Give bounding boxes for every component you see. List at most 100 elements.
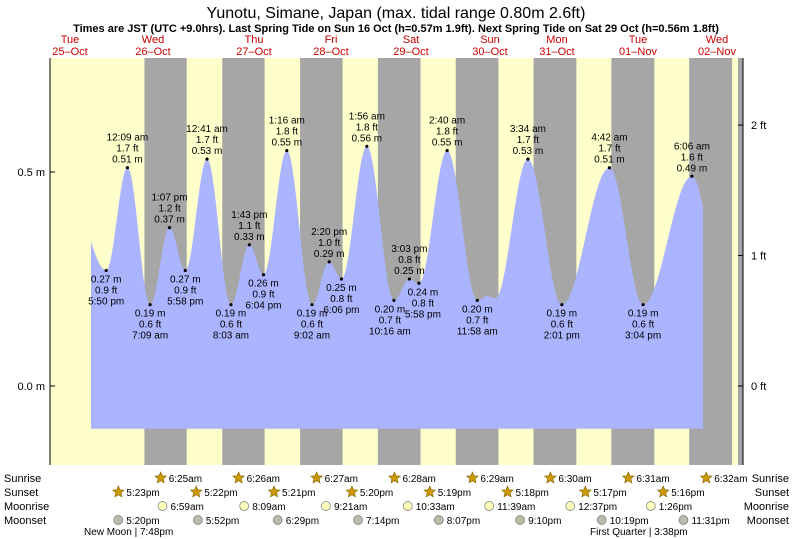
low-tide-m: 0.20 m: [375, 304, 406, 315]
day-header-dow: Tue: [61, 34, 80, 46]
sunrise-time: 6:31am: [636, 474, 669, 485]
high-tide-ft: 1.0 ft: [318, 238, 340, 249]
row-label-left-sunrise: Sunrise: [4, 473, 41, 485]
sunset-icon: [111, 485, 125, 498]
moonrise-icon: [321, 501, 331, 511]
night-band: [738, 58, 743, 465]
day-header-dow: Mon: [546, 34, 567, 46]
high-tide-time: 12:09 am: [107, 133, 149, 144]
extreme-point: [417, 281, 421, 285]
moonrise-time: 11:39am: [497, 502, 535, 513]
high-tide-ft: 1.7 ft: [196, 135, 218, 146]
extreme-point: [392, 298, 396, 302]
sunset-icon: [501, 485, 514, 498]
low-tide-ft: 0.6 ft: [139, 320, 161, 331]
low-tide-ft: 0.8 ft: [412, 298, 434, 309]
day-header-dow: Sat: [403, 34, 420, 46]
extreme-point: [327, 260, 331, 264]
day-header-dow: Wed: [706, 34, 728, 46]
day-header-date: 01–Nov: [619, 46, 657, 58]
sunset-time: 5:23pm: [126, 488, 159, 499]
moonset-time: 8:07pm: [447, 516, 480, 527]
chart-subtitle: Times are JST (UTC +9.0hrs). Last Spring…: [73, 23, 719, 35]
low-tide-ft: 0.9 ft: [174, 285, 196, 296]
sunrise-icon: [154, 471, 168, 484]
high-tide-time: 3:34 am: [510, 124, 546, 135]
sunrise-time: 6:30am: [558, 474, 591, 485]
y-tick-label-right: 0 ft: [751, 381, 766, 393]
low-tide-time: 10:16 am: [369, 326, 411, 337]
moon-phase-label: First Quarter | 3:38pm: [590, 527, 688, 538]
day-header-dow: Fri: [325, 34, 338, 46]
extreme-point: [229, 303, 233, 307]
extreme-point: [247, 243, 251, 247]
low-tide-ft: 0.6 ft: [220, 320, 242, 331]
high-tide-time: 2:20 pm: [311, 227, 347, 238]
extreme-point: [607, 166, 612, 170]
y-tick-label-left: 0.0 m: [17, 381, 45, 393]
low-tide-ft: 0.7 ft: [466, 315, 488, 326]
moonrise-time: 8:09am: [252, 502, 285, 513]
low-tide-m: 0.24 m: [408, 287, 439, 298]
low-tide-time: 7:09 am: [132, 331, 168, 342]
high-tide-time: 3:03 pm: [391, 244, 427, 255]
row-label-right-sunset: Sunset: [755, 487, 789, 499]
high-tide-time: 1:07 pm: [151, 193, 187, 204]
high-tide-ft: 0.8 ft: [398, 255, 420, 266]
extreme-point: [560, 303, 564, 307]
high-tide-time: 4:42 am: [591, 133, 627, 144]
sunrise-icon: [699, 471, 713, 484]
sunset-icon: [423, 485, 437, 498]
day-header-date: 26–Oct: [135, 46, 170, 58]
moonset-time: 10:19pm: [610, 516, 649, 527]
sunset-time: 5:22pm: [204, 488, 237, 499]
extreme-point: [445, 149, 449, 153]
moonset-time: 7:14pm: [366, 516, 399, 527]
low-tide-time: 3:04 pm: [625, 331, 661, 342]
high-tide-time: 12:41 am: [186, 124, 228, 135]
row-label-right-sunrise: Sunrise: [752, 473, 789, 485]
extreme-point: [183, 268, 187, 273]
day-header-date: 28–Oct: [313, 46, 348, 58]
moonset-icon: [515, 515, 525, 525]
extreme-point: [285, 149, 289, 153]
sunrise-time: 6:32am: [714, 474, 747, 485]
row-label-left-moonset: Moonset: [4, 515, 46, 527]
moonrise-icon: [645, 501, 656, 511]
high-tide-m: 0.53 m: [513, 146, 544, 157]
moonset-icon: [678, 515, 689, 525]
extreme-point: [365, 144, 369, 148]
low-tide-time: 5:58 pm: [405, 309, 441, 320]
high-tide-m: 0.51 m: [112, 155, 143, 166]
low-tide-ft: 0.8 ft: [330, 294, 352, 305]
sunset-time: 5:21pm: [282, 488, 315, 499]
day-header-date: 30–Oct: [472, 46, 507, 58]
extreme-point: [125, 166, 130, 170]
low-tide-time: 5:50 pm: [88, 296, 124, 307]
day-header-dow: Tue: [629, 34, 648, 46]
extreme-point: [104, 268, 108, 273]
row-label-right-moonset: Moonset: [747, 515, 789, 527]
low-tide-m: 0.27 m: [170, 274, 201, 285]
extreme-point: [339, 277, 344, 281]
high-tide-ft: 1.2 ft: [158, 204, 180, 215]
sunset-time: 5:20pm: [360, 488, 393, 499]
moonset-icon: [113, 515, 124, 525]
high-tide-ft: 1.6 ft: [681, 152, 703, 163]
extreme-point: [475, 298, 479, 302]
moonset-time: 5:20pm: [126, 516, 159, 527]
high-tide-m: 0.37 m: [154, 215, 185, 226]
high-tide-ft: 1.8 ft: [356, 122, 378, 133]
row-label-left-sunset: Sunset: [4, 487, 38, 499]
day-header-dow: Wed: [142, 34, 164, 46]
high-tide-time: 1:43 pm: [231, 210, 267, 221]
moonrise-icon: [402, 501, 413, 511]
low-tide-m: 0.27 m: [91, 274, 122, 285]
extreme-point: [526, 157, 530, 161]
low-tide-time: 6:04 pm: [245, 301, 281, 312]
high-tide-time: 1:16 am: [269, 116, 305, 127]
sunset-icon: [578, 485, 592, 498]
sunrise-icon: [465, 471, 479, 484]
low-tide-m: 0.26 m: [248, 279, 279, 290]
moonset-icon: [193, 515, 203, 525]
